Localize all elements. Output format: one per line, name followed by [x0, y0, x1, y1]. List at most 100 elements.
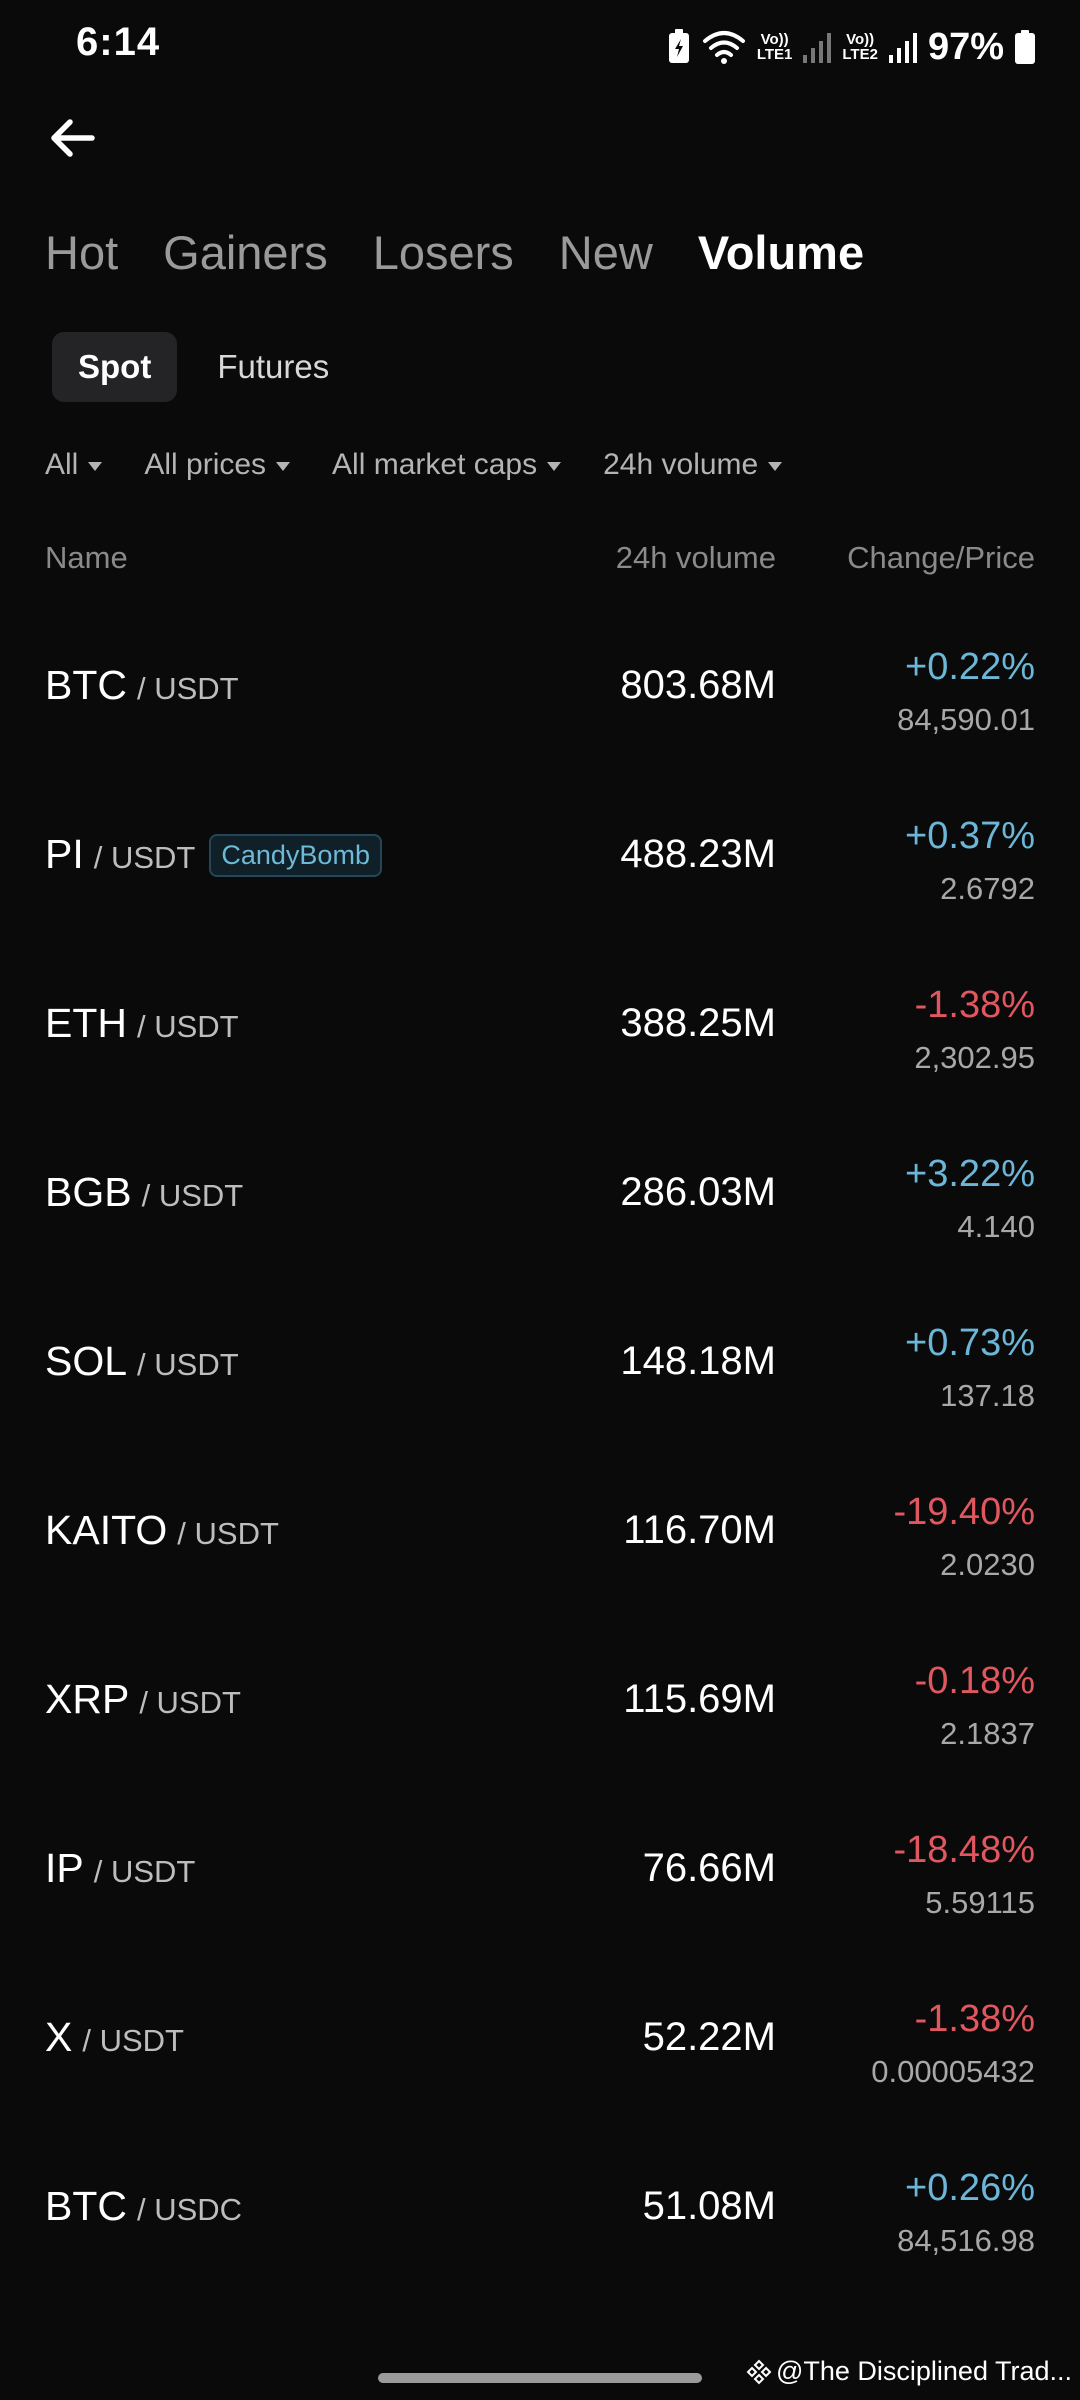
tab-new[interactable]: New [558, 226, 653, 279]
list-item[interactable]: XRP / USDT 115.69M -0.18% 2.1837 [45, 1626, 1035, 1795]
filter-market-caps-dropdown[interactable]: All market caps [332, 448, 562, 482]
list-item[interactable]: BGB / USDT 286.03M +3.22% 4.140 [45, 1119, 1035, 1288]
binance-logo-icon [746, 2359, 772, 2384]
quote-symbol: / USDT [137, 1347, 239, 1382]
quote-symbol: / USDT [82, 2023, 184, 2058]
filter-all-label: All [45, 448, 79, 481]
battery-saver-icon [668, 29, 689, 63]
base-symbol: IP [45, 1845, 84, 1891]
arrow-left-icon[interactable] [44, 110, 100, 166]
trading-pair: XRP / USDT [45, 1676, 241, 1723]
home-indicator[interactable] [378, 2373, 702, 2383]
filter-prices-label: All prices [144, 448, 267, 481]
column-name-header[interactable]: Name [45, 540, 128, 575]
list-item[interactable]: BTC / USDC 51.08M +0.26% 84,516.98 [45, 2133, 1035, 2302]
caret-down-icon [88, 461, 103, 471]
filter-prices-dropdown[interactable]: All prices [144, 448, 291, 482]
sim1-label: Vo)) LTE1 [756, 31, 793, 63]
sort-volume-dropdown[interactable]: 24h volume [603, 448, 783, 482]
trading-pair: SOL / USDT [45, 1338, 239, 1385]
caret-down-icon [547, 461, 562, 471]
change-percent: +3.22% [905, 1153, 1035, 1195]
quote-symbol: / USDT [93, 840, 196, 875]
volume-value: 115.69M [623, 1677, 776, 1721]
quote-symbol: / USDT [137, 671, 239, 706]
watermark: @The Disciplined Trad... [746, 2356, 1072, 2387]
column-headers: Name 24h volume Change/Price [45, 540, 1035, 580]
last-price: 137.18 [940, 1378, 1035, 1413]
volume-value: 803.68M [620, 663, 776, 707]
status-time: 6:14 [76, 20, 161, 64]
volume-value: 51.08M [642, 2184, 776, 2228]
sim2-label: Vo)) LTE2 [842, 31, 878, 63]
change-percent: -0.18% [914, 1660, 1035, 1702]
market-list: BTC / USDT 803.68M +0.22% 84,590.01 PI /… [45, 612, 1035, 2302]
filter-all-dropdown[interactable]: All [45, 448, 103, 482]
wifi-icon [702, 31, 745, 64]
list-item[interactable]: PI / USDT CandyBomb 488.23M +0.37% 2.679… [45, 781, 1035, 950]
list-item[interactable]: ETH / USDT 388.25M -1.38% 2,302.95 [45, 950, 1035, 1119]
last-price: 2.6792 [940, 871, 1035, 906]
category-tabs: Hot Gainers Losers New Volume [45, 225, 909, 280]
quote-symbol: / USDT [139, 1685, 241, 1720]
base-symbol: KAITO [45, 1507, 168, 1553]
caret-down-icon [276, 461, 291, 471]
last-price: 0.00005432 [871, 2054, 1035, 2089]
change-percent: -18.48% [893, 1829, 1035, 1871]
tab-volume[interactable]: Volume [697, 226, 865, 279]
base-symbol: XRP [45, 1676, 130, 1722]
base-symbol: X [45, 2014, 73, 2060]
trading-pair: BGB / USDT [45, 1169, 243, 1216]
change-percent: -1.38% [914, 1998, 1035, 2040]
volume-value: 148.18M [620, 1339, 776, 1383]
tab-hot[interactable]: Hot [45, 226, 119, 279]
list-item[interactable]: X / USDT 52.22M -1.38% 0.00005432 [45, 1964, 1035, 2133]
column-change-price-header[interactable]: Change/Price [847, 540, 1035, 575]
status-icons: Vo)) LTE1 Vo)) LTE2 97% [667, 22, 1036, 72]
tab-losers[interactable]: Losers [372, 226, 514, 279]
volume-value: 488.23M [620, 832, 776, 876]
signal-icon [803, 33, 832, 63]
promo-badge[interactable]: CandyBomb [209, 834, 382, 877]
volume-value: 286.03M [620, 1170, 776, 1214]
quote-symbol: / USDT [141, 1178, 244, 1213]
filter-bar: All All prices All market caps 24h volum… [45, 448, 824, 482]
trading-pair: PI / USDT CandyBomb [45, 831, 382, 881]
list-item[interactable]: IP / USDT 76.66M -18.48% 5.59115 [45, 1795, 1035, 1964]
last-price: 84,590.01 [897, 702, 1035, 737]
change-percent: -1.38% [914, 984, 1035, 1026]
change-percent: +0.26% [905, 2167, 1035, 2209]
quote-symbol: / USDT [93, 1854, 196, 1889]
status-bar: 6:14 Vo)) LTE1 Vo)) LTE2 [0, 0, 1080, 92]
spot-button[interactable]: Spot [52, 332, 178, 402]
last-price: 2.1837 [940, 1716, 1035, 1751]
list-item[interactable]: BTC / USDT 803.68M +0.22% 84,590.01 [45, 612, 1035, 781]
last-price: 84,516.98 [897, 2223, 1035, 2258]
tab-gainers[interactable]: Gainers [163, 226, 328, 279]
battery-icon [1015, 30, 1035, 64]
trading-pair: X / USDT [45, 2014, 184, 2061]
volume-value: 76.66M [642, 1846, 776, 1890]
change-percent: +0.22% [905, 646, 1035, 688]
column-volume-header[interactable]: 24h volume [615, 540, 776, 575]
last-price: 4.140 [957, 1209, 1035, 1244]
change-percent: +0.73% [905, 1322, 1035, 1364]
trading-pair: IP / USDT [45, 1845, 195, 1892]
quote-symbol: / USDT [177, 1516, 279, 1551]
list-item[interactable]: SOL / USDT 148.18M +0.73% 137.18 [45, 1288, 1035, 1457]
base-symbol: BTC [45, 662, 127, 708]
base-symbol: ETH [45, 1000, 127, 1046]
trading-pair: KAITO / USDT [45, 1507, 279, 1554]
trading-pair: BTC / USDT [45, 662, 239, 709]
list-item[interactable]: KAITO / USDT 116.70M -19.40% 2.0230 [45, 1457, 1035, 1626]
market-type-segment: Spot Futures [52, 332, 355, 402]
watermark-text: @The Disciplined Trad... [775, 2356, 1072, 2386]
quote-symbol: / USDC [137, 2192, 243, 2227]
volume-value: 116.70M [623, 1508, 776, 1552]
signal-icon [888, 33, 917, 63]
volume-value: 388.25M [620, 1001, 776, 1045]
futures-button[interactable]: Futures [217, 348, 330, 385]
caret-down-icon [768, 461, 783, 471]
last-price: 2,302.95 [914, 1040, 1035, 1075]
volume-value: 52.22M [642, 2015, 776, 2059]
